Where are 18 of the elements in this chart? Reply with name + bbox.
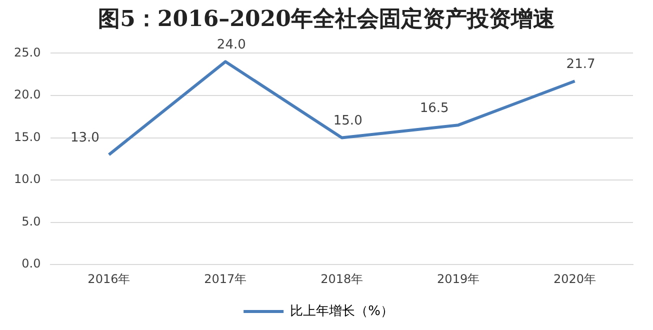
data-label: 13.0 <box>70 130 100 146</box>
data-label: 15.0 <box>333 114 362 129</box>
x-tick-label: 2017年 <box>204 272 247 286</box>
data-label: 24.0 <box>216 38 246 53</box>
x-tick-label: 2019年 <box>437 272 480 286</box>
data-label: 21.7 <box>566 56 596 72</box>
y-tick-label: 15.0 <box>14 130 41 144</box>
x-tick-label: 2016年 <box>88 272 130 286</box>
x-tick-label: 2020年 <box>554 272 596 286</box>
data-label: 16.5 <box>420 100 449 116</box>
y-tick-label: 5.0 <box>22 214 41 228</box>
y-tick-label: 10.0 <box>14 172 41 186</box>
chart-title: 图5：2016–2020年全社会固定资产投资增速 <box>97 5 556 34</box>
x-tick-label: 2018年 <box>320 272 364 286</box>
legend-label: 比上年增长（%） <box>290 304 394 319</box>
y-tick-label: 20.0 <box>14 88 41 102</box>
y-tick-label: 0.0 <box>22 256 41 271</box>
y-tick-label: 25.0 <box>14 45 41 60</box>
